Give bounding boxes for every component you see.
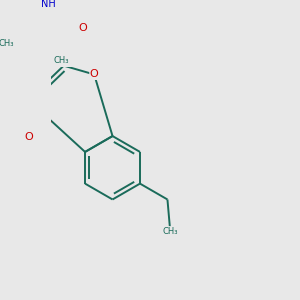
Text: CH₃: CH₃	[0, 39, 14, 48]
Text: O: O	[25, 132, 34, 142]
Text: CH₃: CH₃	[54, 56, 69, 65]
Text: CH₃: CH₃	[163, 226, 178, 236]
Text: NH: NH	[41, 0, 56, 9]
Text: O: O	[78, 23, 87, 33]
Text: O: O	[90, 70, 99, 80]
